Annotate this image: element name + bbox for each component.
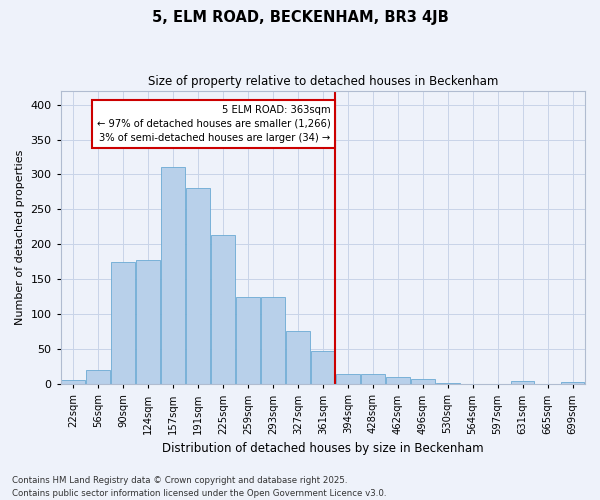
Title: Size of property relative to detached houses in Beckenham: Size of property relative to detached ho… (148, 75, 498, 88)
Y-axis label: Number of detached properties: Number of detached properties (15, 150, 25, 325)
Bar (86, 370, 110, 384)
Text: 5 ELM ROAD: 363sqm
← 97% of detached houses are smaller (1,266)
3% of semi-detac: 5 ELM ROAD: 363sqm ← 97% of detached hou… (97, 104, 331, 142)
Bar (336, 374, 359, 384)
Bar (436, 383, 460, 384)
Bar (161, 168, 185, 384)
Bar (560, 382, 584, 384)
Bar (261, 297, 285, 384)
Bar (61, 380, 85, 384)
Text: 5, ELM ROAD, BECKENHAM, BR3 4JB: 5, ELM ROAD, BECKENHAM, BR3 4JB (152, 10, 448, 25)
Text: Contains HM Land Registry data © Crown copyright and database right 2025.
Contai: Contains HM Land Registry data © Crown c… (12, 476, 386, 498)
Bar (411, 378, 434, 384)
Bar (311, 350, 335, 384)
Bar (186, 188, 210, 384)
Bar (136, 260, 160, 384)
Bar (111, 262, 135, 384)
Bar (361, 374, 385, 384)
Bar (211, 236, 235, 384)
Bar (286, 331, 310, 384)
Bar (236, 297, 260, 384)
Bar (386, 378, 410, 384)
X-axis label: Distribution of detached houses by size in Beckenham: Distribution of detached houses by size … (162, 442, 484, 455)
Bar (511, 382, 535, 384)
